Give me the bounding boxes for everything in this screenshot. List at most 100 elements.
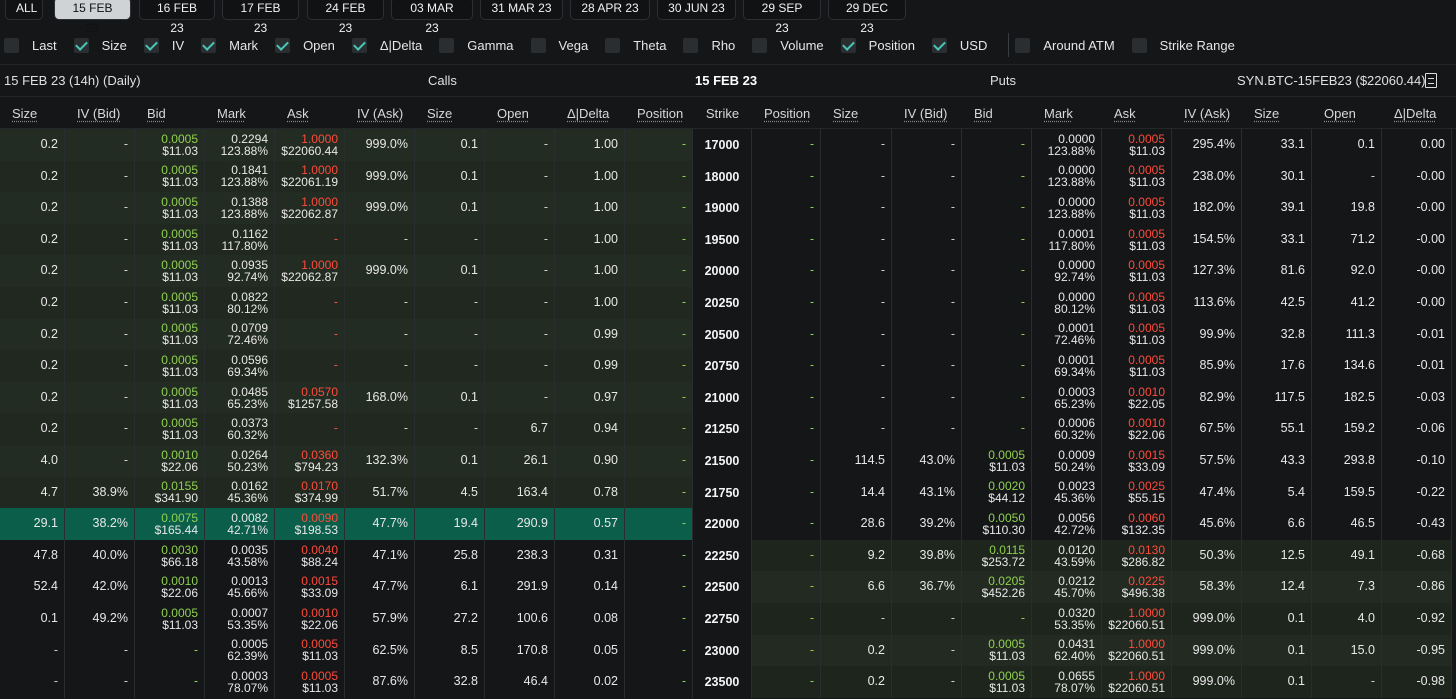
checkbox-icon[interactable] <box>1131 37 1147 53</box>
put-ask-cell[interactable]: 0.0010 $22.05 <box>1102 381 1172 414</box>
call-header-4[interactable]: Ask <box>287 106 309 121</box>
call-header-9[interactable]: Position <box>637 106 684 121</box>
put-bid-cell[interactable]: - <box>962 381 1032 414</box>
put-bid-cell[interactable]: 0.0205 $452.26 <box>962 571 1032 603</box>
call-ask-cell[interactable]: - <box>275 223 345 256</box>
table-row[interactable]: 0.2-0.0005 $11.03 0.1388 123.88% 1.0000 $2206… <box>0 192 1456 224</box>
put-ask-cell[interactable]: 0.0130 $286.82 <box>1102 539 1172 572</box>
filter-strike-range[interactable]: Strike Range <box>1131 37 1235 53</box>
put-ask-cell[interactable]: 0.0025 $55.15 <box>1102 476 1172 509</box>
call-bid-cell[interactable]: 0.0005 $11.03 <box>135 160 205 193</box>
call-bid-cell[interactable]: 0.0005 $11.03 <box>135 413 205 445</box>
put-ask-cell[interactable]: 0.0005 $11.03 <box>1102 223 1172 256</box>
put-bid-cell[interactable]: 0.0050 $110.30 <box>962 508 1032 540</box>
filter-last[interactable]: Last <box>4 37 57 53</box>
call-bid-cell[interactable]: 0.0005 $11.03 <box>135 192 205 224</box>
table-row[interactable]: - - -0.0003 78.07% 0.0005 $11.03 87.6% 32.8 46.4… <box>0 666 1456 698</box>
tab-29-dec-23[interactable]: 29 DEC 23 <box>828 0 906 35</box>
put-ask-cell[interactable]: 0.0005 $11.03 <box>1102 318 1172 351</box>
put-bid-cell[interactable]: - <box>962 192 1032 224</box>
filter-position[interactable]: Position <box>840 37 915 53</box>
put-ask-cell[interactable]: 0.0225 $496.38 <box>1102 571 1172 603</box>
filter-open[interactable]: Open <box>275 37 335 53</box>
put-ask-cell[interactable]: 0.0060 $132.35 <box>1102 508 1172 540</box>
table-row[interactable]: 4.0-0.0010 $22.06 0.0264 50.23% 0.0360 $794.2… <box>0 444 1456 477</box>
table-row[interactable]: 29.1 38.2% 0.0075 $165.44 0.0082 42.71% 0.0090… <box>0 508 1456 540</box>
put-ask-cell[interactable]: 1.0000 $22060.51 <box>1102 602 1172 635</box>
filter-gamma[interactable]: Gamma <box>439 37 514 53</box>
put-header-3[interactable]: Bid <box>974 106 993 121</box>
put-bid-cell[interactable]: - <box>962 318 1032 351</box>
call-bid-cell[interactable]: 0.0030 $66.18 <box>135 539 205 572</box>
put-bid-cell[interactable]: 0.0020 $44.12 <box>962 476 1032 509</box>
tab-30-jun-23[interactable]: 30 JUN 23 <box>657 0 736 20</box>
call-bid-cell[interactable]: 0.0005 $11.03 <box>135 223 205 256</box>
call-bid-cell[interactable]: 0.0005 $11.03 <box>135 350 205 382</box>
call-ask-cell[interactable]: 0.0010 $22.06 <box>275 602 345 635</box>
table-row[interactable]: 0.2-0.0005 $11.03 0.0709 72.46% - - - -0.99-205… <box>0 318 1456 351</box>
filter-around-atm[interactable]: Around ATM <box>1015 37 1115 53</box>
call-ask-cell[interactable]: 0.0040 $88.24 <box>275 539 345 572</box>
tab-29-sep-23[interactable]: 29 SEP 23 <box>743 0 821 35</box>
filter-rho[interactable]: Rho <box>683 37 735 53</box>
checkbox-icon[interactable] <box>4 37 19 53</box>
put-ask-cell[interactable]: 0.0005 $11.03 <box>1102 192 1172 224</box>
table-row[interactable]: 0.2-0.0005 $11.03 0.0373 60.32% - - -6.7 0.94-2… <box>0 413 1456 445</box>
checkbox-icon[interactable] <box>73 37 89 53</box>
table-row[interactable]: 0.2-0.0005 $11.03 0.0485 65.23% 0.0570 $1257.… <box>0 381 1456 414</box>
call-header-8[interactable]: Δ|Delta <box>567 106 610 121</box>
put-ask-cell[interactable]: 0.0005 $11.03 <box>1102 350 1172 382</box>
put-bid-cell[interactable]: - <box>962 602 1032 635</box>
table-row[interactable]: 47.8 40.0% 0.0030 $66.18 0.0035 43.58% 0.0040 $… <box>0 539 1456 572</box>
filter-theta[interactable]: Theta <box>605 37 666 53</box>
put-bid-cell[interactable]: 0.0005 $11.03 <box>962 444 1032 477</box>
checkbox-icon[interactable] <box>1015 37 1031 53</box>
tab-31-mar-23[interactable]: 31 MAR 23 <box>480 0 563 20</box>
put-header-1[interactable]: Size <box>833 106 859 121</box>
call-ask-cell[interactable]: 0.0090 $198.53 <box>275 508 345 540</box>
call-header-6[interactable]: Size <box>427 106 453 121</box>
call-bid-cell[interactable]: 0.0075 $165.44 <box>135 508 205 540</box>
checkbox-icon[interactable] <box>439 37 455 53</box>
table-row[interactable]: 4.7 38.9% 0.0155 $341.90 0.0162 45.36% 0.0170 $… <box>0 476 1456 509</box>
call-ask-cell[interactable]: 0.0170 $374.99 <box>275 476 345 509</box>
call-ask-cell[interactable]: - <box>275 318 345 351</box>
checkbox-icon[interactable] <box>351 37 367 53</box>
put-ask-cell[interactable]: 0.0005 $11.03 <box>1102 286 1172 319</box>
call-ask-cell[interactable]: 0.0360 $794.23 <box>275 444 345 477</box>
call-header-2[interactable]: Bid <box>147 106 166 121</box>
call-header-5[interactable]: IV (Ask) <box>357 106 404 121</box>
table-row[interactable]: 0.2-0.0005 $11.03 0.2294 123.88% 1.0000 $2206… <box>0 129 1456 161</box>
checkbox-icon[interactable] <box>201 37 217 53</box>
filter-size[interactable]: Size <box>73 37 127 53</box>
call-ask-cell[interactable]: 1.0000 $22060.44 <box>275 129 345 161</box>
call-ask-cell[interactable]: 0.0015 $33.09 <box>275 571 345 603</box>
checkbox-icon[interactable] <box>143 37 159 53</box>
checkbox-icon[interactable] <box>931 37 947 53</box>
put-bid-cell[interactable]: - <box>962 350 1032 382</box>
put-ask-cell[interactable]: 0.0005 $11.03 <box>1102 160 1172 193</box>
call-header-7[interactable]: Open <box>497 106 529 121</box>
put-bid-cell[interactable]: 0.0005 $11.03 <box>962 634 1032 667</box>
put-bid-cell[interactable]: - <box>962 223 1032 256</box>
call-bid-cell[interactable]: 0.0010 $22.06 <box>135 444 205 477</box>
strike-header[interactable]: Strike <box>705 106 740 121</box>
call-bid-cell[interactable]: 0.0005 $11.03 <box>135 286 205 319</box>
checkbox-icon[interactable] <box>605 37 621 53</box>
put-ask-cell[interactable]: 0.0010 $22.06 <box>1102 413 1172 445</box>
put-header-4[interactable]: Mark <box>1044 106 1073 121</box>
tab-16-feb-23[interactable]: 16 FEB 23 <box>139 0 215 35</box>
table-row[interactable]: 0.2-0.0005 $11.03 0.0935 92.74% 1.0000 $22062… <box>0 255 1456 287</box>
tab-24-feb-23[interactable]: 24 FEB 23 <box>307 0 384 35</box>
checkbox-icon[interactable] <box>752 37 768 53</box>
put-bid-cell[interactable]: - <box>962 129 1032 161</box>
put-bid-cell[interactable]: - <box>962 160 1032 193</box>
checkbox-icon[interactable] <box>840 37 856 53</box>
call-header-1[interactable]: IV (Bid) <box>77 106 121 121</box>
put-bid-cell[interactable]: 0.0115 $253.72 <box>962 539 1032 572</box>
put-header-0[interactable]: Position <box>764 106 811 121</box>
call-header-3[interactable]: Mark <box>217 106 246 121</box>
filter-vega[interactable]: Vega <box>530 37 588 53</box>
put-header-2[interactable]: IV (Bid) <box>904 106 948 121</box>
table-row[interactable]: 0.2-0.0005 $11.03 0.0596 69.34% - - - -0.99-207… <box>0 350 1456 382</box>
